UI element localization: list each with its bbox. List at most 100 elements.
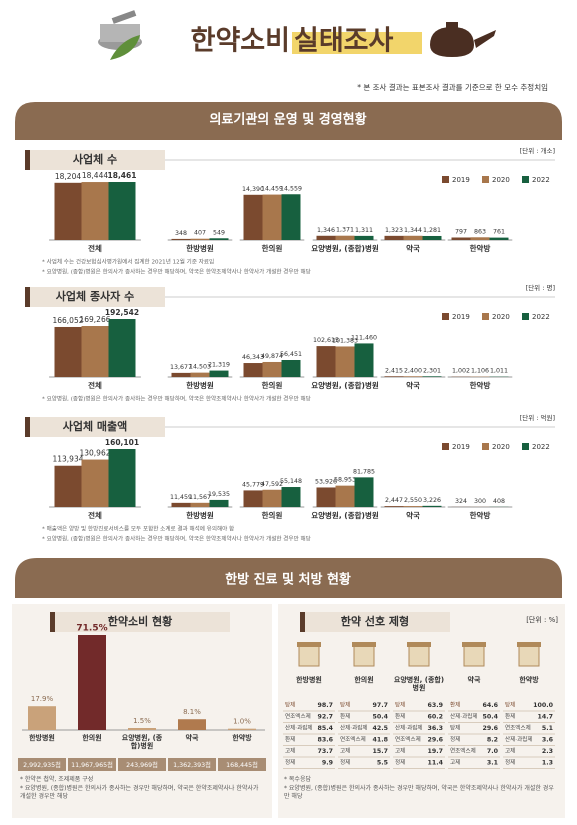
row-value: 97.7	[372, 702, 388, 709]
bar	[108, 182, 136, 240]
row-value: 85.4	[317, 725, 333, 732]
row-value: 7.0	[487, 748, 499, 755]
building-icon	[353, 645, 375, 667]
value-label: 14,459	[261, 186, 283, 193]
teapot-icon	[430, 22, 496, 57]
value-label: 2,550	[404, 497, 422, 504]
bar	[422, 376, 442, 377]
title-strip-edge	[25, 150, 30, 170]
bar	[108, 319, 136, 377]
bar	[316, 346, 336, 377]
value-label: 56,451	[280, 351, 302, 358]
row-value: 3.6	[542, 737, 554, 744]
footnote: * 사업체 수는 건강보험심사평가원에서 집계한 2021년 12월 기준 자료…	[42, 258, 214, 266]
value-label: 300	[474, 498, 486, 505]
row-label: 연조엑스제	[395, 735, 421, 743]
legend-swatch	[482, 176, 489, 183]
value-label: 53,926	[315, 478, 337, 485]
chart-title: 한약 선호 제형	[341, 614, 409, 628]
bar	[54, 182, 82, 240]
row-label: 산제·과립제	[340, 724, 368, 732]
row-value: 42.5	[372, 725, 388, 732]
value-label: 11,459	[170, 494, 192, 501]
value-label: 18,461	[108, 171, 137, 180]
legend-swatch	[482, 443, 489, 450]
legend-label: 2022	[532, 176, 550, 184]
legend-swatch	[522, 176, 529, 183]
value-label: 14,503	[189, 364, 211, 371]
value-label: 169,266	[79, 315, 110, 324]
value-label: 1.5%	[133, 717, 151, 725]
row-label: 환제	[505, 712, 515, 720]
row-label: 고제	[395, 747, 405, 755]
row-label: 탕제	[505, 701, 515, 709]
bar	[470, 237, 490, 240]
bar	[403, 506, 423, 507]
x-tick-label: 한방병원	[29, 734, 55, 742]
value-label: 1,011	[490, 368, 508, 375]
title-strip-edge	[25, 287, 30, 307]
bar	[384, 376, 404, 377]
bar	[190, 238, 210, 240]
row-label: 산제·과립제	[450, 712, 478, 720]
x-tick-label: 한약방	[232, 734, 252, 742]
row-value: 100.0	[533, 702, 554, 709]
value-label: 1,002	[452, 368, 470, 375]
bar	[335, 235, 355, 240]
bar	[422, 235, 442, 240]
legend-label: 2022	[532, 443, 550, 451]
bar	[178, 719, 206, 730]
row-label: 환제	[395, 712, 405, 720]
value-label: 81,785	[353, 468, 375, 475]
bar	[316, 235, 336, 240]
value-label: 130,962	[79, 449, 110, 458]
value-label: 111,460	[351, 334, 377, 341]
row-value: 41.8	[372, 737, 388, 744]
value-label: 549	[213, 229, 225, 236]
value-label: 407	[194, 230, 206, 237]
building-roof	[517, 642, 541, 647]
column-header: 약국	[467, 676, 481, 684]
x-tick-label: 약국	[185, 734, 199, 742]
row-value: 14.7	[537, 714, 553, 721]
row-label: 정제	[285, 758, 295, 766]
value-label: 11,567	[189, 494, 211, 501]
row-value: 1.3	[542, 760, 553, 767]
bar	[81, 182, 109, 240]
value-label: 18,444	[82, 171, 108, 180]
row-label: 정제	[340, 758, 350, 766]
bar	[403, 235, 423, 240]
section-banner	[15, 102, 562, 140]
title-strip-edge	[50, 612, 55, 632]
x-tick-label: 한의원	[82, 734, 102, 742]
x-tick-label: 요양병원, (종합)병원	[311, 510, 379, 520]
bar	[209, 370, 229, 377]
row-label: 정제	[505, 758, 515, 766]
amount-label: 243,969첩	[126, 761, 158, 769]
value-label: 1,346	[317, 227, 335, 234]
bar	[243, 194, 263, 240]
legend-swatch	[522, 313, 529, 320]
chart-title: 사업체 종사자 수	[56, 289, 135, 303]
column-header: 요양병원, (종합)병원	[393, 676, 445, 692]
building-icon	[408, 645, 430, 667]
bar	[354, 477, 374, 507]
legend-label: 2019	[452, 176, 470, 184]
row-value: 73.7	[317, 748, 333, 755]
row-label: 정제	[395, 758, 405, 766]
bar	[335, 485, 355, 507]
legend-label: 2020	[492, 176, 510, 184]
building-roof	[462, 642, 486, 647]
bar	[262, 361, 282, 377]
value-label: 1,311	[355, 227, 373, 234]
bar	[422, 505, 442, 507]
row-label: 연조엑스제	[285, 712, 311, 720]
amount-label: 168,445첩	[226, 761, 258, 769]
unit: [단위 : 개소]	[520, 146, 555, 155]
x-tick-label: 약국	[406, 243, 420, 253]
bar	[262, 194, 282, 240]
x-tick-label: 전체	[88, 380, 102, 390]
bar	[171, 238, 191, 240]
bar	[243, 490, 263, 507]
